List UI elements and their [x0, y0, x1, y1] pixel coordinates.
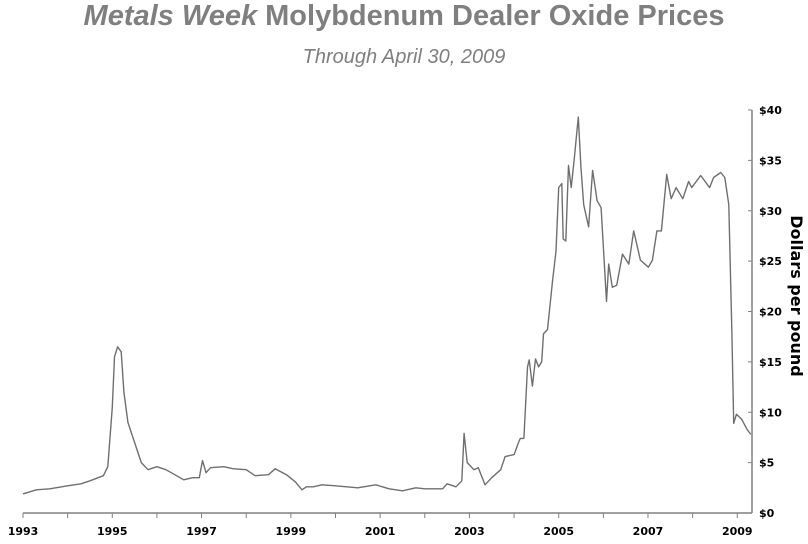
x-tick-label: 2003 [454, 525, 485, 538]
x-tick-label: 2009 [722, 525, 753, 538]
y-tick-label: $0 [759, 507, 775, 520]
x-tick-label: 2007 [633, 525, 664, 538]
x-tick-label: 2005 [543, 525, 574, 538]
x-tick-label: 1993 [8, 525, 39, 538]
chart-subtitle: Through April 30, 2009 [302, 46, 506, 68]
chart-title: Metals Week Molybdenum Dealer Oxide Pric… [0, 0, 808, 33]
y-tick-label: $30 [759, 205, 782, 218]
y-tick-label: $20 [759, 306, 782, 319]
x-tick-label: 1997 [186, 525, 217, 538]
chart-title-publication: Metals Week [83, 0, 258, 32]
y-tick-label: $35 [759, 154, 782, 167]
x-tick-label: 1995 [97, 525, 128, 538]
y-tick-label: $15 [759, 356, 782, 369]
price-series-line [22, 116, 752, 495]
x-tick-label: 1999 [276, 525, 307, 538]
chart-title-rest: Molybdenum Dealer Oxide Prices [257, 0, 725, 32]
y-tick-label: $10 [759, 406, 782, 419]
y-tick-label: $40 [759, 104, 782, 117]
x-tick-label: 2001 [365, 525, 396, 538]
y-tick-label: $25 [759, 255, 782, 268]
y-axis-label: Dollars per pound [787, 215, 806, 376]
y-tick-label: $5 [759, 457, 774, 470]
